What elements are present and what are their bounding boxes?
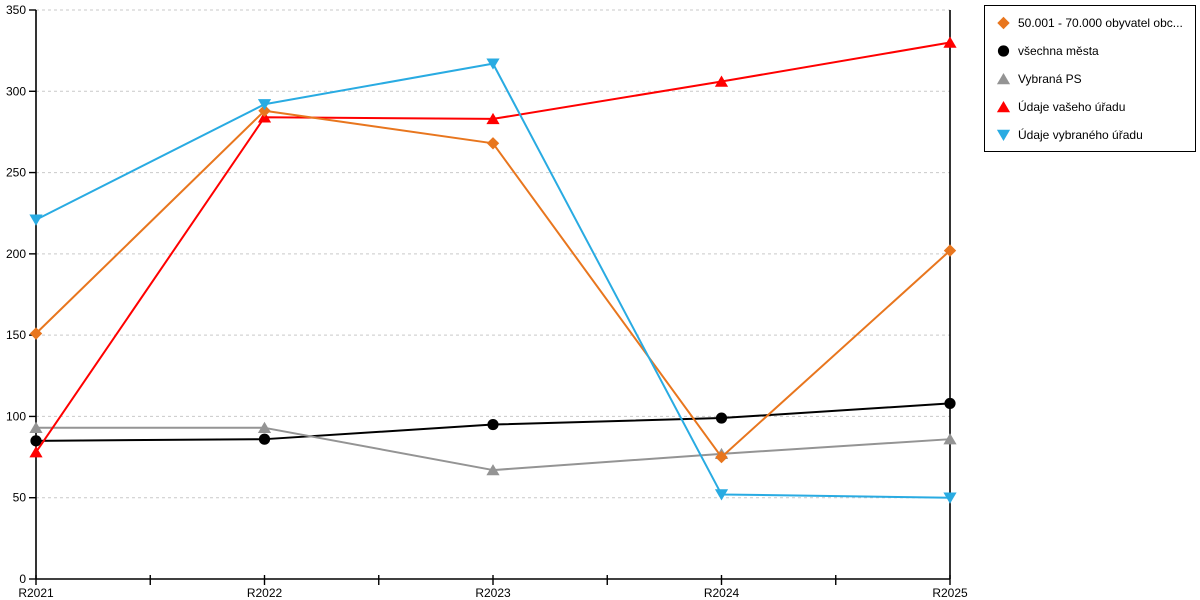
data-point-marker: [943, 36, 957, 48]
diamond-icon: [997, 16, 1010, 29]
data-point-marker: [487, 418, 499, 431]
data-point-marker: [486, 58, 500, 70]
data-point-marker: [486, 464, 500, 476]
data-point-marker: [29, 327, 43, 340]
triangle-up-icon: [996, 100, 1011, 112]
legend-marker-shape: [997, 44, 1010, 57]
data-point-marker: [29, 214, 43, 226]
x-axis-label: R2021: [18, 586, 54, 600]
triangle-down-icon: [996, 129, 1011, 141]
data-point-marker: [943, 244, 957, 257]
x-axis-label: R2023: [475, 586, 511, 600]
chart-legend: 50.001 - 70.000 obyvatel obc... všechna m…: [984, 5, 1196, 152]
data-point-marker: [258, 104, 271, 117]
data-point-marker: [29, 421, 43, 434]
triangle-up-icon: [996, 72, 1011, 84]
data-point-marker: [714, 75, 729, 87]
series-line-2: [36, 426, 951, 472]
y-axis-label: 100: [6, 409, 26, 423]
legend-item-2[interactable]: Vybraná PS: [996, 65, 1191, 92]
y-axis-label: 200: [6, 247, 26, 261]
legend-item-4[interactable]: Údaje vybraného úřadu: [996, 121, 1191, 148]
data-point-marker: [29, 446, 43, 458]
x-axis-label: R2024: [704, 586, 740, 600]
data-point-marker: [486, 112, 500, 125]
data-point-marker: [715, 450, 728, 464]
legend-marker-shape: [996, 129, 1011, 141]
legend-item-1[interactable]: všechna města: [996, 37, 1191, 64]
legend-label: Údaje vybraného úřadu: [1018, 127, 1143, 142]
x-axis-label: R2025: [932, 586, 968, 600]
legend-label: 50.001 - 70.000 obyvatel obc...: [1018, 15, 1183, 30]
series-line-4: [35, 62, 951, 499]
legend-label: Údaje vašeho úřadu: [1018, 99, 1126, 114]
data-point-marker: [30, 435, 42, 447]
data-point-marker: [257, 99, 272, 111]
legend-marker-shape: [997, 16, 1010, 29]
legend-item-3[interactable]: Údaje vašeho úřadu: [996, 93, 1191, 120]
legend-marker-shape: [996, 72, 1011, 84]
series-line-0: [35, 109, 951, 459]
data-point-marker: [944, 397, 956, 410]
legend-item-0[interactable]: 50.001 - 70.000 obyvatel obc...: [996, 9, 1191, 36]
y-axis-label: 300: [6, 84, 26, 98]
data-point-marker: [715, 412, 728, 424]
y-axis-label: 250: [6, 166, 26, 180]
y-axis-label: 50: [13, 491, 27, 505]
legend-label: Vybraná PS: [1018, 71, 1082, 86]
legend-label: všechna města: [1018, 43, 1099, 58]
series-line-3: [35, 41, 951, 453]
x-axis-label: R2022: [247, 586, 283, 600]
data-point-marker: [257, 421, 272, 434]
circle-icon: [997, 44, 1010, 57]
data-point-marker: [943, 492, 957, 504]
y-axis-label: 350: [6, 3, 26, 17]
data-point-marker: [258, 433, 271, 445]
y-axis-label: 150: [6, 328, 26, 342]
legend-marker-shape: [996, 100, 1011, 112]
y-axis-label: 0: [19, 572, 26, 586]
data-point-marker: [486, 137, 500, 150]
data-point-marker: [943, 433, 957, 445]
data-point-marker: [714, 489, 729, 501]
